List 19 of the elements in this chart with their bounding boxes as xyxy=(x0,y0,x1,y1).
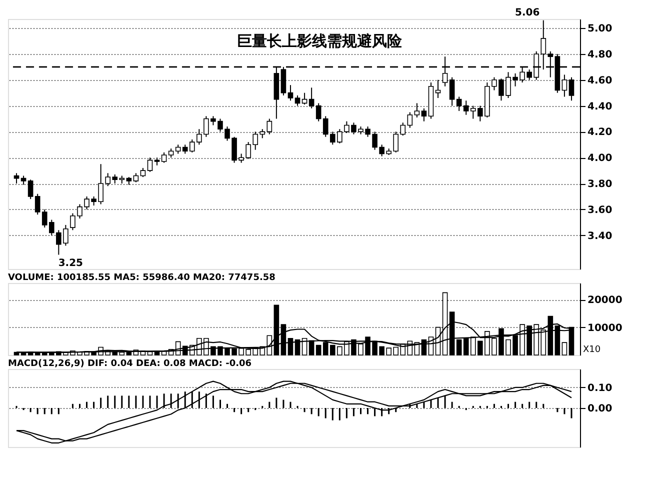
y-tick-label: 10000 xyxy=(588,322,622,334)
y-tick-label: 4.80 xyxy=(588,49,612,60)
y-tick-label: 0.10 xyxy=(588,382,612,394)
y-tick-label: 0.00 xyxy=(588,404,612,414)
chart-title: MACD(12,26,9) DIF: 0.04 DEA: 0.08 MACD: -0.06 xyxy=(8,359,252,369)
y-tick-label: 3.40 xyxy=(588,230,612,242)
y-tick-label: 4.40 xyxy=(588,101,612,112)
y-tick-label: 4.20 xyxy=(588,127,612,138)
annotation: 3.25 xyxy=(58,258,84,269)
y-tick-label: 4.60 xyxy=(588,75,612,86)
y-tick-label: 3.60 xyxy=(588,204,612,216)
text: X10 xyxy=(583,345,601,355)
y-tick-label: 5.00 xyxy=(588,24,612,35)
y-tick-label: 3.80 xyxy=(588,179,612,190)
y-tick-label: 20000 xyxy=(588,295,622,306)
text: 5.06 xyxy=(515,7,540,18)
y-tick-label: 4.00 xyxy=(588,153,612,164)
chart-title: VOLUME: 100185.55 MA5: 55986.40 MA20: 77475.58 xyxy=(8,273,276,283)
annotation: 巨量长上影线需规避风险 xyxy=(236,32,403,50)
